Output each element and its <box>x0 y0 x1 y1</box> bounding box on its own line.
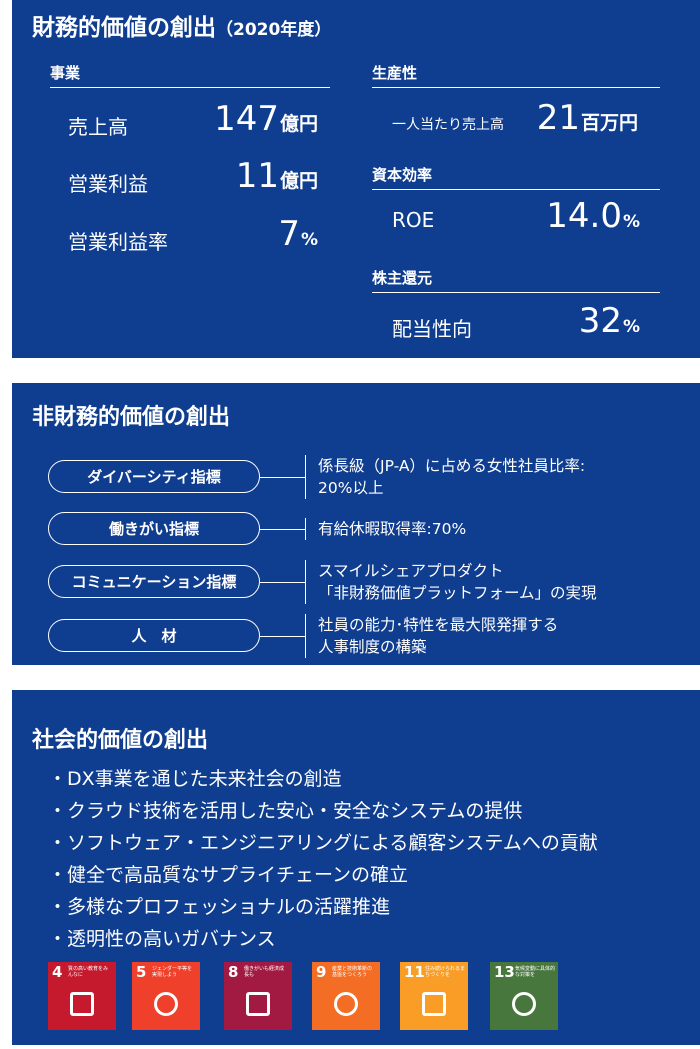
sdg-number: 5 <box>136 963 147 981</box>
financial-panel: 財務的価値の創出（2020年度） 事業 売上高 147 億円 営業利益 11 億円 営業利益率… <box>12 0 700 358</box>
description: 有給休暇取得率:70% <box>318 518 466 540</box>
unit: % <box>622 212 640 232</box>
section-header: 資本効率 <box>372 164 660 190</box>
sdg-number: 8 <box>228 963 239 981</box>
description-line: 人事制度の構築 <box>318 638 427 656</box>
metric-value: 14.0% <box>546 196 640 236</box>
description: 社員の能力･特性を最大限発揮する 人事制度の構築 <box>318 614 558 658</box>
sdg-caption: 産業と技術革新の基盤をつくろう <box>332 966 373 978</box>
sdg-number: 13 <box>494 963 515 981</box>
value: 11 <box>235 156 279 196</box>
indicator-pill: 人 材 <box>48 619 260 652</box>
connector <box>260 636 305 637</box>
description: 係長級（JP-A）に占める女性社員比率: 20%以上 <box>318 455 585 499</box>
sdg-pictogram <box>512 992 536 1016</box>
unit: 億円 <box>279 170 318 192</box>
bracket <box>305 518 306 540</box>
value: 7 <box>278 214 300 254</box>
connector <box>260 477 305 478</box>
value: 21 <box>536 98 580 138</box>
sdg-icon: 8 働きがいも経済成長も <box>224 962 292 1030</box>
bracket <box>305 560 306 604</box>
description: スマイルシェアプロダクト「非財務価値プラットフォーム」の実現 <box>318 560 597 604</box>
bullet: ・多様なプロフェッショナルの活躍推進 <box>48 896 391 918</box>
value: 14.0 <box>546 196 622 236</box>
year: （2020年度） <box>216 20 332 40</box>
metric-label: ROE <box>392 208 435 232</box>
sdg-number: 4 <box>52 963 63 981</box>
metric-value: 147 億円 <box>214 99 318 139</box>
sdg-caption: 住み続けられるまちづくりを <box>425 966 466 978</box>
sdg-icon: 5 ジェンダー平等を実現しよう <box>132 962 200 1030</box>
indicator-pill: 働きがい指標 <box>48 512 260 545</box>
connector <box>260 529 305 530</box>
sdg-caption: 気候変動に具体的な対策を <box>515 966 556 978</box>
section-header: 事業 <box>50 62 330 88</box>
indicator-pill: ダイバーシティ指標 <box>48 460 260 493</box>
sdg-number: 11 <box>404 963 425 981</box>
sdg-pictogram <box>422 992 446 1016</box>
bullet: ・DX事業を通じた未来社会の創造 <box>48 768 342 790</box>
value: 147 <box>214 99 279 139</box>
bullet: ・健全で高品質なサプライチェーンの確立 <box>48 864 409 886</box>
metric-value: 11 億円 <box>236 156 318 196</box>
non-financial-panel: 非財務的価値の創出 ダイバーシティ指標 係長級（JP-A）に占める女性社員比率: 2… <box>12 383 700 665</box>
bracket <box>305 455 306 499</box>
sdg-pictogram <box>70 992 94 1016</box>
title: 非財務的価値の創出 <box>32 405 231 430</box>
indicator-pill: コミュニケーション指標 <box>48 565 260 598</box>
sdg-caption: 働きがいも経済成長も <box>244 966 285 978</box>
description-line: 有給休暇取得率:70% <box>318 520 467 538</box>
description-line: 20%以上 <box>318 479 384 497</box>
unit: % <box>300 230 318 250</box>
social-panel: 社会的価値の創出 ・DX事業を通じた未来社会の創造・クラウド技術を活用した安心・… <box>12 690 700 1045</box>
bullet: ・ソフトウェア・エンジニアリングによる顧客システムへの貢献 <box>48 832 598 854</box>
metric-value: 21 百万円 <box>537 98 638 138</box>
description-line: 係長級（JP-A）に占める女性社員比率: <box>318 457 586 475</box>
sdg-pictogram <box>334 992 358 1016</box>
description-line: 「非財務価値プラットフォーム」の実現 <box>318 584 597 602</box>
value: 32 <box>578 301 622 341</box>
metric-label: 配当性向 <box>392 317 472 341</box>
unit: 億円 <box>279 113 318 135</box>
title-row: 財務的価値の創出（2020年度） <box>32 8 331 42</box>
unit: % <box>622 317 640 337</box>
bullet: ・クラウド技術を活用した安心・安全なシステムの提供 <box>48 800 523 822</box>
unit: 百万円 <box>580 112 638 134</box>
sdg-icon: 9 産業と技術革新の基盤をつくろう <box>312 962 380 1030</box>
description-line: スマイルシェアプロダクト <box>318 562 504 580</box>
sdg-icon: 11 住み続けられるまちづくりを <box>400 962 468 1030</box>
sdg-number: 9 <box>316 963 327 981</box>
title: 社会的価値の創出 <box>32 728 209 753</box>
sdg-caption: ジェンダー平等を実現しよう <box>152 966 193 978</box>
description-line: 社員の能力･特性を最大限発揮する <box>318 616 559 634</box>
section-header: 生産性 <box>372 62 660 88</box>
metric-label: 営業利益 <box>68 172 148 196</box>
metric-label: 営業利益率 <box>68 230 168 254</box>
sdg-pictogram <box>246 992 270 1016</box>
connector <box>260 582 305 583</box>
sdg-pictogram <box>154 992 178 1016</box>
sdg-icon: 13 気候変動に具体的な対策を <box>490 962 558 1030</box>
title: 財務的価値の創出 <box>32 15 216 41</box>
bullet: ・透明性の高いガバナンス <box>48 928 276 950</box>
metric-value: 7% <box>278 214 318 254</box>
section-header: 株主還元 <box>372 267 660 293</box>
metric-label: 一人当たり売上高 <box>392 116 504 133</box>
sdg-caption: 質の高い教育をみんなに <box>68 966 109 978</box>
sdg-icon: 4 質の高い教育をみんなに <box>48 962 116 1030</box>
metric-value: 32% <box>579 301 640 341</box>
metric-label: 売上高 <box>68 115 128 139</box>
bracket <box>305 614 306 658</box>
